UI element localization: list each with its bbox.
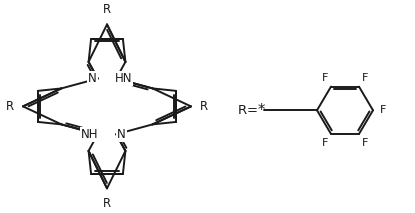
Text: F: F (380, 105, 386, 115)
Text: R: R (103, 197, 111, 210)
Text: R: R (238, 104, 247, 117)
Text: NH: NH (81, 128, 98, 141)
Text: N: N (117, 128, 126, 141)
Text: =: = (247, 104, 258, 117)
Text: F: F (322, 73, 328, 83)
Text: F: F (362, 138, 368, 148)
Text: R: R (103, 3, 111, 16)
Text: *: * (258, 103, 265, 118)
Text: F: F (322, 138, 328, 148)
Text: R: R (6, 100, 14, 113)
Text: R: R (200, 100, 208, 113)
Text: F: F (362, 73, 368, 83)
Text: N: N (88, 72, 97, 85)
Text: HN: HN (115, 72, 132, 85)
